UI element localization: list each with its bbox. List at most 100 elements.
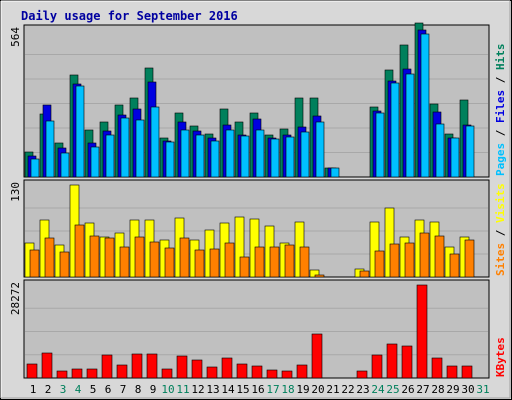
bar-sites-day-12 — [194, 249, 205, 278]
bar-sites-day-5 — [89, 235, 100, 278]
bar-kbytes-day-27 — [416, 284, 428, 379]
bar-sites-day-24 — [374, 250, 385, 278]
bar-sites-day-30 — [464, 239, 475, 278]
bar-pages-day-15 — [240, 135, 250, 178]
bar-kbytes-day-5 — [86, 368, 98, 379]
chart-title: Daily usage for September 2016 — [21, 9, 238, 23]
legend-text: Sites / Visits — [494, 183, 507, 276]
x-tick-label: 21 — [326, 383, 339, 396]
legend-hits: Pages / Files / Hits — [494, 44, 507, 177]
x-tick-label: 30 — [461, 383, 474, 396]
bar-pages-day-8 — [135, 119, 145, 178]
bar-sites-day-13 — [209, 248, 220, 278]
bar-kbytes-day-4 — [71, 368, 83, 379]
bar-sites-day-18 — [284, 244, 295, 278]
bar-sites-day-9 — [149, 241, 160, 278]
legend-item: Visits — [494, 183, 507, 223]
x-tick-label: 1 — [30, 383, 37, 396]
legend-item: Sites — [494, 243, 507, 276]
bar-kbytes-day-20 — [311, 333, 323, 379]
x-tick-label: 31 — [476, 383, 489, 396]
bar-pages-day-5 — [90, 146, 100, 178]
bar-kbytes-day-15 — [236, 363, 248, 379]
bar-pages-day-9 — [150, 106, 160, 178]
bar-sites-day-26 — [404, 242, 415, 278]
x-tick-label: 16 — [251, 383, 264, 396]
bar-pages-day-26 — [405, 73, 415, 178]
bar-pages-day-7 — [120, 117, 130, 178]
x-tick-label: 2 — [45, 383, 52, 396]
bar-sites-day-14 — [224, 242, 235, 278]
x-tick-label: 27 — [416, 383, 429, 396]
bar-pages-day-25 — [390, 82, 400, 178]
x-tick-label: 14 — [221, 383, 235, 396]
bar-sites-day-6 — [104, 237, 115, 278]
bar-kbytes-day-14 — [221, 357, 233, 379]
bar-pages-day-21 — [330, 167, 340, 178]
bar-kbytes-day-13 — [206, 366, 218, 379]
bar-sites-day-15 — [239, 256, 250, 278]
bar-kbytes-day-8 — [131, 353, 143, 379]
bar-pages-day-24 — [375, 112, 385, 178]
bar-sites-day-7 — [119, 246, 130, 278]
x-axis-day-labels: 1 2 3 4 5 6 7 8 9 10 11 12 13 14 15 16 17 18 19 20 21 22 23 24 2… — [30, 383, 490, 396]
bar-visits-day-20 — [309, 269, 320, 278]
x-tick-label: 24 — [371, 383, 385, 396]
legend-separator: / — [494, 123, 507, 143]
bar-pages-day-6 — [105, 134, 115, 178]
bar-kbytes-day-1 — [26, 363, 38, 379]
bar-kbytes-day-24 — [371, 354, 383, 379]
x-tick-label: 15 — [236, 383, 249, 396]
x-tick-label: 7 — [120, 383, 127, 396]
bar-pages-day-10 — [165, 141, 175, 178]
x-tick-label: 4 — [75, 383, 82, 396]
bar-kbytes-day-25 — [386, 343, 398, 379]
bar-pages-day-11 — [180, 129, 190, 178]
bar-visits-day-15 — [234, 216, 245, 278]
bar-pages-day-1 — [30, 158, 40, 178]
bar-pages-day-19 — [300, 131, 310, 178]
x-tick-label: 10 — [161, 383, 174, 396]
bar-kbytes-day-19 — [296, 364, 308, 379]
bars-kbytes — [26, 284, 473, 379]
bar-pages-day-30 — [465, 125, 475, 178]
bar-sites-day-10 — [164, 247, 175, 278]
legend-kbytes: KBytes — [494, 337, 507, 377]
bar-sites-day-29 — [449, 253, 460, 278]
legend-item: Pages — [494, 143, 507, 176]
x-tick-label: 5 — [90, 383, 97, 396]
x-tick-label: 29 — [446, 383, 459, 396]
legend-item: KBytes — [494, 337, 507, 377]
bar-sites-day-16 — [254, 246, 265, 278]
bar-pages-day-12 — [195, 134, 205, 178]
bar-pages-day-14 — [225, 129, 235, 178]
legend-item: Hits — [494, 44, 507, 71]
bar-kbytes-day-9 — [146, 353, 158, 379]
bar-kbytes-day-26 — [401, 345, 413, 379]
x-tick-label: 26 — [401, 383, 414, 396]
bar-kbytes-day-17 — [266, 369, 278, 379]
legend-visits: Sites / Visits — [494, 183, 507, 276]
bar-sites-day-8 — [134, 236, 145, 278]
bar-kbytes-day-11 — [176, 355, 188, 379]
bar-sites-day-19 — [299, 246, 310, 278]
bar-sites-day-23 — [359, 270, 370, 278]
bar-kbytes-day-29 — [446, 365, 458, 379]
bar-kbytes-day-18 — [281, 370, 293, 379]
legend-item: Files — [494, 90, 507, 123]
bar-kbytes-day-12 — [191, 359, 203, 379]
bar-sites-day-2 — [44, 237, 55, 278]
bar-sites-day-25 — [389, 243, 400, 278]
bars-hits — [24, 22, 475, 178]
panel-hits: 564 Pages / Files / Hits — [9, 22, 507, 178]
x-tick-label: 12 — [191, 383, 204, 396]
bar-sites-day-20 — [314, 274, 325, 278]
bar-pages-day-3 — [60, 152, 70, 178]
bar-sites-day-4 — [74, 224, 85, 278]
legend-text: Pages / Files / Hits — [494, 44, 507, 177]
bar-pages-day-4 — [75, 85, 85, 178]
y-max-label: 564 — [9, 27, 22, 47]
bar-kbytes-day-6 — [101, 354, 113, 379]
bar-sites-day-28 — [434, 235, 445, 278]
bar-visits-day-24 — [369, 221, 380, 278]
